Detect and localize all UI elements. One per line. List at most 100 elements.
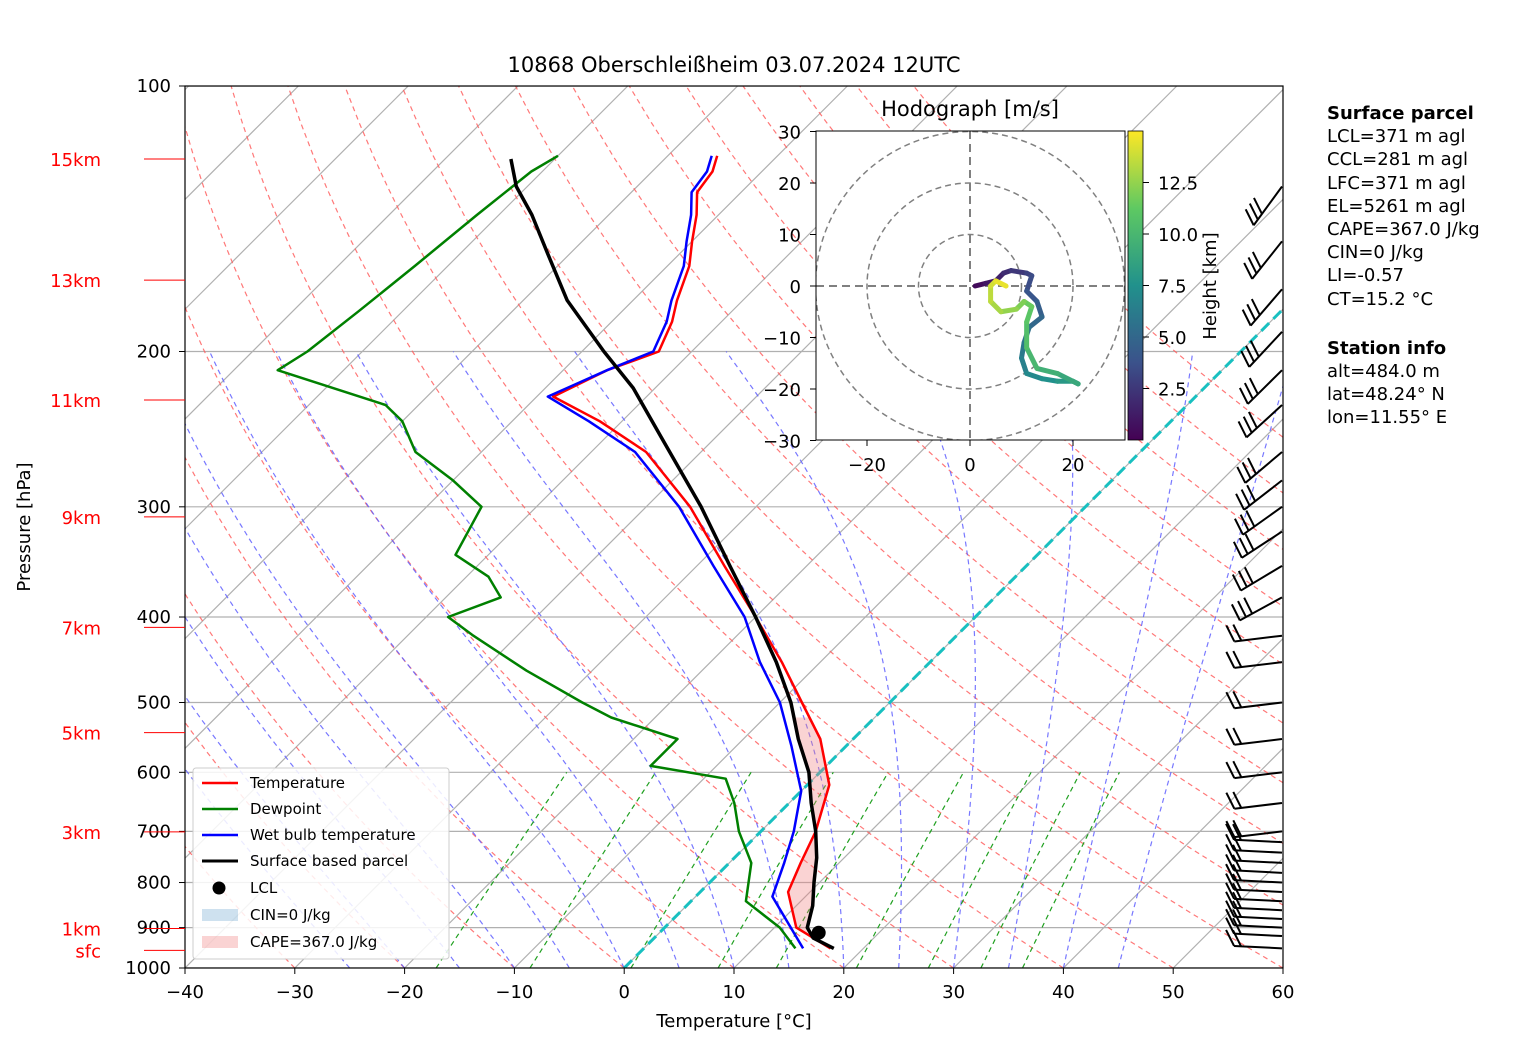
dry-adiabat [856,86,1283,494]
height-label: 11km [50,391,101,412]
x-tick-label: 50 [1162,982,1185,1003]
barb-flag [1225,853,1235,871]
x-tick-label: 40 [1052,982,1075,1003]
barb-flag [1225,873,1235,891]
barb-flag [1248,377,1259,395]
colorbar-tick-label: 2.5 [1158,380,1187,401]
wind-barb [1225,819,1283,839]
height-label: 15km [50,150,101,171]
barb-flag [1243,566,1254,584]
legend-label-parcel: Surface based parcel [250,852,408,870]
hodograph-segment [998,306,1019,315]
wind-barb [1237,404,1283,439]
barb-flag [1225,908,1235,926]
isotherm-line [185,86,409,311]
chart-title: 10868 Oberschleißheim 03.07.2024 12UTC [508,53,961,77]
barb-flag [1242,416,1253,434]
axis-layer: −40 −30 −20 −10 0 10 20 30 40 50 60100090080070060… [50,76,1294,1003]
lcl-value: LCL=371 m agl [1327,126,1466,148]
wind-barb [1243,240,1283,280]
x-tick-label: −10 [495,982,533,1003]
barb-flag [1245,510,1256,528]
y-tick-label: 800 [137,873,171,894]
barb-flag [1225,891,1235,909]
barb-flag [1225,882,1235,900]
dry-adiabat [287,86,1064,968]
dry-adiabat [401,86,1283,968]
barb-flag [1234,518,1244,536]
surface-parcel-header: Surface parcel [1327,103,1474,124]
isotherm-line [953,637,1283,968]
barb-flag [1232,690,1243,708]
barb-flag [1237,600,1247,618]
dry-adiabat [185,124,845,968]
colorbar-tick-label: 7.5 [1158,277,1187,298]
barb-shaft [1234,944,1283,950]
wind-barb [1232,530,1283,559]
hodograph-segment [993,278,1009,289]
wind-barb [1225,727,1283,746]
barb-flag [1225,863,1235,881]
hodograph-y-tick-label: −20 [763,380,801,401]
x-tick-label: −30 [276,982,314,1003]
x-tick-label: −20 [386,982,424,1003]
li-value: LI=-0.57 [1327,265,1404,287]
barb-shaft [1234,830,1283,839]
station-longitude: lon=11.55° E [1327,407,1448,429]
barb-shaft [1234,915,1283,921]
profile-wet-bulb-temperature [546,155,805,950]
barb-flag [1243,262,1254,280]
barb-flag [1243,382,1254,400]
colorbar-tick-label: 10.0 [1158,225,1198,246]
moist-adiabat [209,351,625,968]
barb-flag [1241,309,1252,327]
hodograph-segment [1019,355,1030,377]
isotherm-line [185,86,739,640]
hodograph-y-tick-label: −30 [763,432,801,453]
height-label: 9km [62,508,101,529]
dry-adiabat [185,305,735,968]
barb-shaft [1234,897,1283,903]
el-value: EL=5261 m agl [1327,195,1466,217]
height-label: sfc [75,941,101,962]
hodograph-segment [1024,304,1035,325]
barb-flag [1225,823,1235,841]
dry-adiabat [230,86,954,968]
legend-swatch-cin [202,909,238,921]
barb-flag [1240,350,1251,368]
barb-shaft [1234,701,1283,710]
station-altitude: alt=484.0 m [1327,361,1440,383]
wind-barbs [1225,185,1283,950]
isotherm-line [185,86,848,750]
sounding-info-panel: Surface parcel LCL=371 m agl CCL=281 m a… [1327,102,1480,430]
colorbar-label: Height [km] [1200,232,1221,339]
barb-flag [1243,597,1254,615]
hodograph: −20 0 20 −30 −20 −10 0 10 20 30 Hodograph [m/s] 2… [763,97,1221,476]
dry-adiabat [185,721,406,968]
mixing-ratio-line [855,772,965,968]
barb-shaft [1234,879,1283,884]
moist-adiabat [900,351,976,968]
y-axis-label: Pressure [hPa] [14,462,35,591]
barb-flag [1232,864,1242,881]
height-label: 7km [62,618,101,639]
freezing-isotherm [623,307,1283,968]
y-tick-label: 100 [137,76,171,97]
barb-flag [1232,650,1243,668]
barb-shaft [1234,932,1283,938]
profile-surface-based-parcel [509,158,835,950]
barb-flag [1238,537,1249,555]
wind-barb [1225,882,1283,903]
hodograph-segment [1039,376,1061,384]
wind-barb [1225,791,1283,810]
barb-flag [1235,493,1245,511]
hodograph-y-tick-label: 0 [790,277,801,298]
barb-flag [1239,514,1250,532]
wind-barb [1244,185,1283,226]
barb-flag [1251,251,1262,269]
moist-adiabat [275,351,680,968]
wind-barb [1225,891,1283,912]
barb-flag [1241,461,1252,479]
mixing-ratio-line [630,771,752,968]
